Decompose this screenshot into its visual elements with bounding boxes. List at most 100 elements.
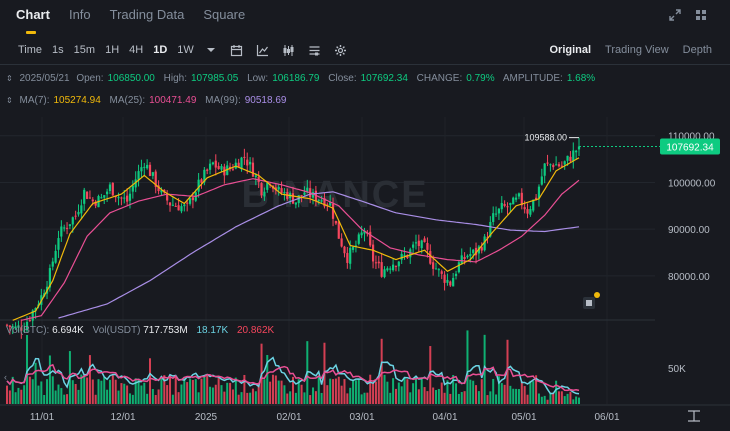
volume-bar [337, 376, 340, 404]
volume-bar [88, 355, 91, 404]
volume-bar [271, 374, 274, 404]
volume-bar [437, 388, 440, 404]
candle-body [394, 266, 398, 268]
volume-bar [529, 380, 532, 404]
expand-icon[interactable] [668, 8, 682, 22]
candle-body [266, 182, 269, 190]
low-value: 106186.79 [272, 73, 320, 84]
interval-1d[interactable]: 1D [153, 44, 168, 56]
view-switcher: Original Trading View Depth [549, 38, 712, 62]
collapse-caret-icon[interactable]: ⇕ [6, 74, 13, 83]
calendar-icon[interactable] [230, 43, 244, 57]
candle-body [537, 186, 541, 199]
interval-1s[interactable]: 1s [52, 44, 64, 56]
current-price-label: 107692.34 [666, 142, 714, 153]
volume-bar [357, 378, 360, 404]
candle-body [569, 156, 572, 162]
tab-info[interactable]: Info [68, 7, 91, 22]
time-label[interactable]: Time [18, 44, 43, 56]
candle-body [57, 238, 60, 250]
candle-body [386, 268, 389, 271]
view-trading-view[interactable]: Trading View [605, 44, 669, 56]
volume-bar [409, 392, 412, 404]
candle-type-icon[interactable] [282, 43, 296, 57]
candle-body [400, 253, 403, 260]
candle-body [23, 330, 26, 332]
candle-body [320, 200, 323, 202]
candle-body [237, 162, 240, 168]
candle-body [483, 236, 486, 251]
volume-bar [28, 376, 31, 404]
volume-bar [254, 391, 257, 404]
tab-chart[interactable]: Chart [16, 0, 50, 34]
x-tick-label: 02/01 [276, 412, 301, 423]
x-tick-label: 04/01 [432, 412, 457, 423]
vol-ma1-value: 18.17K [196, 325, 229, 336]
volume-bar [120, 383, 123, 404]
change-label: CHANGE: [416, 73, 463, 84]
volume-bar [452, 375, 455, 404]
candle-body [306, 187, 309, 192]
candle-body [186, 202, 189, 204]
candle-body [457, 262, 460, 273]
volume-bar [34, 362, 37, 404]
volume-bar [206, 375, 209, 404]
candle-body [423, 238, 426, 243]
grid-layout-icon[interactable] [694, 8, 708, 22]
volume-bar [334, 378, 337, 404]
candle-body [211, 162, 215, 165]
volume-bar [174, 376, 177, 404]
candle-body [337, 221, 340, 239]
volume-bar [377, 375, 380, 404]
volume-bar [20, 389, 23, 404]
candle-body [254, 175, 257, 178]
candle-body [91, 199, 94, 202]
ma99-value: 90518.69 [244, 95, 287, 106]
layout-icon[interactable] [308, 43, 322, 57]
candle-body [432, 262, 435, 269]
volume-bar [389, 392, 392, 404]
interval-dropdown-icon[interactable] [204, 43, 218, 57]
volume-bar [154, 394, 157, 404]
view-original[interactable]: Original [549, 44, 592, 56]
tab-square[interactable]: Square [203, 7, 246, 22]
interval-4h[interactable]: 4H [129, 44, 144, 56]
volume-bar [100, 380, 103, 404]
volume-bar [123, 383, 126, 404]
volume-bar [106, 389, 109, 404]
volume-bar [46, 379, 49, 404]
candle-body [120, 197, 123, 199]
candle-body [151, 172, 154, 176]
volume-bar [523, 386, 526, 404]
interval-1h[interactable]: 1H [105, 44, 120, 56]
indicators-icon[interactable] [256, 43, 270, 57]
volume-bar [457, 393, 460, 404]
volume-bar [234, 377, 237, 404]
x-tick-label: 05/01 [511, 412, 536, 423]
candle-body [480, 247, 483, 251]
interval-1w[interactable]: 1W [177, 44, 194, 56]
candle-body [80, 205, 83, 214]
settings-gear-icon[interactable] [334, 43, 348, 57]
candle-body [77, 211, 80, 215]
x-tick-label: 12/01 [110, 412, 135, 423]
candle-body [503, 204, 506, 206]
candle-body [500, 202, 503, 210]
volume-bar [83, 375, 86, 404]
high-label: High: [163, 73, 187, 84]
candle-body [523, 207, 526, 210]
interval-15m[interactable]: 15m [73, 44, 96, 56]
volume-bar [140, 385, 143, 404]
ma-collapse-caret-icon[interactable]: ⇕ [6, 96, 13, 105]
candle-body [463, 257, 466, 259]
volume-bar [343, 379, 346, 404]
view-depth[interactable]: Depth [682, 44, 712, 56]
volume-bar [329, 378, 332, 404]
scroll-left-icon: ‹ [4, 372, 7, 382]
tab-trading-data[interactable]: Trading Data [109, 7, 185, 22]
volume-bar [489, 391, 492, 404]
volume-bar [169, 374, 172, 404]
axis-settings-icon [688, 410, 700, 422]
candle-body [437, 269, 440, 271]
